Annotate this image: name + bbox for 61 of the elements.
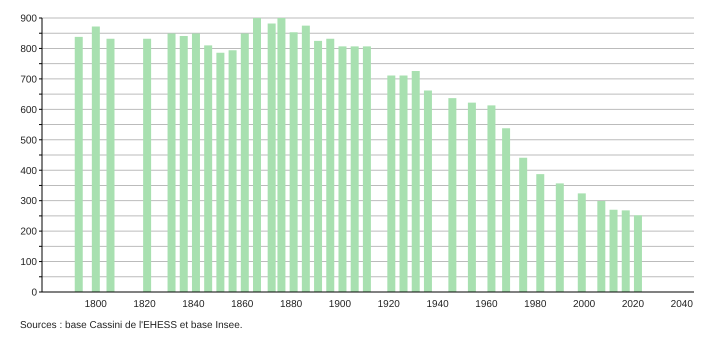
- y-tick-label: 0: [31, 288, 38, 299]
- x-tick-label: 2000: [572, 299, 596, 310]
- x-tick-label: 1900: [328, 299, 352, 310]
- y-tick-label: 900: [20, 14, 38, 25]
- bar: [578, 193, 586, 292]
- bar: [634, 215, 642, 292]
- bar: [268, 23, 276, 292]
- bar: [180, 36, 188, 292]
- y-tick-label: 800: [20, 44, 38, 55]
- y-tick-label: 500: [20, 135, 38, 146]
- bar: [597, 200, 606, 292]
- bar: [536, 174, 544, 292]
- bar: [412, 70, 420, 292]
- x-tick-label: 1820: [133, 299, 156, 310]
- bar: [92, 26, 100, 292]
- bar: [168, 34, 176, 292]
- bar: [204, 45, 212, 292]
- y-tick-label: 300: [20, 196, 38, 208]
- bar: [290, 32, 298, 292]
- x-tick-label: 1940: [426, 299, 450, 310]
- bar: [216, 52, 224, 292]
- bar: [610, 210, 618, 292]
- x-tick-label: 1920: [378, 299, 400, 310]
- bar: [424, 90, 432, 292]
- bar: [400, 76, 408, 292]
- bar: [74, 36, 83, 292]
- bar: [556, 183, 564, 292]
- x-tick-label: 1980: [524, 299, 547, 310]
- x-tick-label: 1880: [280, 299, 303, 310]
- bar: [350, 46, 359, 292]
- bar: [468, 102, 476, 292]
- bar: [240, 34, 249, 292]
- y-tick-label: 700: [20, 74, 38, 86]
- bar: [448, 98, 456, 292]
- bar: [519, 158, 528, 292]
- x-tick-label: 2020: [622, 299, 645, 310]
- bar: [302, 26, 310, 292]
- x-tick-label: 1960: [475, 299, 498, 310]
- x-tick-label: 1800: [84, 299, 108, 310]
- bar: [228, 50, 237, 292]
- x-tick-label: 1860: [231, 299, 254, 310]
- y-tick-label: 400: [20, 166, 38, 177]
- y-tick-label: 600: [20, 104, 38, 116]
- bar: [106, 38, 114, 292]
- bar: [143, 38, 152, 292]
- x-tick-label: 1840: [182, 299, 205, 310]
- bar: [253, 18, 262, 292]
- source-note: Sources : base Cassini de l'EHESS et base Insee.: [20, 320, 244, 331]
- x-tick-label: 2040: [670, 299, 694, 310]
- bar: [314, 40, 322, 292]
- bar: [502, 128, 510, 292]
- bar: [277, 18, 286, 292]
- bar: [326, 38, 334, 292]
- bar: [338, 46, 346, 292]
- bar: [622, 210, 630, 292]
- bar: [487, 105, 496, 292]
- bar: [362, 46, 371, 292]
- bar: [192, 34, 200, 292]
- bar: [387, 76, 396, 292]
- y-tick-label: 100: [20, 257, 38, 268]
- y-tick-label: 200: [20, 226, 38, 238]
